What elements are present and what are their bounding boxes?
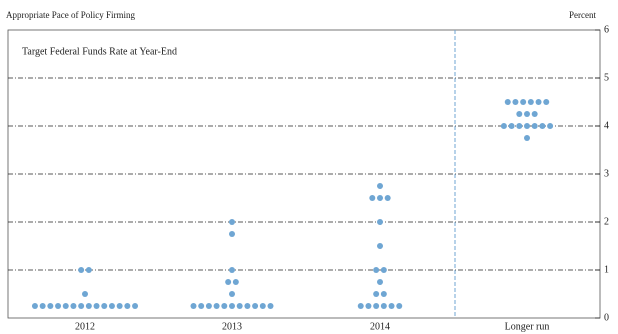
dot bbox=[524, 123, 530, 129]
y-tick-label: 6 bbox=[604, 24, 609, 35]
dot bbox=[55, 303, 62, 309]
x-tick-label: Longer run bbox=[505, 321, 550, 332]
dot bbox=[229, 303, 235, 309]
y-tick-label: 5 bbox=[604, 72, 609, 83]
dot bbox=[543, 99, 550, 105]
dot bbox=[516, 123, 523, 129]
dot bbox=[380, 267, 387, 273]
dot bbox=[198, 303, 205, 309]
dot bbox=[384, 195, 391, 201]
dot bbox=[357, 303, 364, 309]
dot bbox=[78, 303, 85, 309]
dot bbox=[190, 303, 197, 309]
dot bbox=[47, 303, 54, 309]
y-tick-label: 4 bbox=[604, 120, 609, 131]
x-tick-label: 2013 bbox=[222, 321, 242, 332]
dot bbox=[205, 303, 212, 309]
dot bbox=[535, 99, 542, 105]
x-tick-label: 2012 bbox=[75, 321, 95, 332]
dot bbox=[508, 123, 515, 129]
dot bbox=[267, 303, 274, 309]
dot bbox=[524, 111, 530, 117]
dot bbox=[229, 267, 235, 273]
dot bbox=[229, 219, 235, 225]
y-axis-label: Percent bbox=[569, 10, 596, 20]
y-tick-label: 1 bbox=[604, 264, 609, 275]
dot bbox=[373, 303, 380, 309]
x-tick-label: 2014 bbox=[370, 321, 390, 332]
dot bbox=[132, 303, 139, 309]
dot bbox=[39, 303, 46, 309]
y-tick-label: 3 bbox=[604, 168, 609, 179]
dot bbox=[380, 303, 387, 309]
dot bbox=[85, 267, 92, 273]
dot bbox=[124, 303, 131, 309]
dot bbox=[531, 111, 538, 117]
dot bbox=[259, 303, 266, 309]
dot bbox=[547, 123, 554, 129]
dot bbox=[236, 303, 243, 309]
dot bbox=[377, 183, 383, 189]
chart-subtitle: Target Federal Funds Rate at Year-End bbox=[22, 46, 177, 57]
dot bbox=[70, 303, 77, 309]
dot bbox=[244, 303, 251, 309]
dot bbox=[380, 291, 387, 297]
dot bbox=[229, 231, 235, 237]
dot bbox=[31, 303, 38, 309]
dot bbox=[232, 279, 239, 285]
dot bbox=[396, 303, 403, 309]
dot bbox=[225, 279, 232, 285]
dot bbox=[252, 303, 259, 309]
dot bbox=[108, 303, 115, 309]
dot bbox=[516, 111, 523, 117]
dot bbox=[229, 291, 235, 297]
dot bbox=[500, 123, 507, 129]
dot bbox=[377, 243, 383, 249]
y-tick-label: 2 bbox=[604, 216, 609, 227]
dot bbox=[93, 303, 100, 309]
dot bbox=[85, 303, 92, 309]
dot bbox=[369, 195, 376, 201]
dot bbox=[221, 303, 228, 309]
dot bbox=[116, 303, 123, 309]
dot bbox=[531, 123, 538, 129]
dot bbox=[504, 99, 511, 105]
dot bbox=[365, 303, 372, 309]
dot bbox=[520, 99, 527, 105]
y-tick-label: 0 bbox=[604, 312, 609, 323]
dot bbox=[524, 135, 530, 141]
dot bbox=[62, 303, 69, 309]
dot bbox=[388, 303, 395, 309]
dot bbox=[373, 291, 380, 297]
dot bbox=[82, 291, 88, 297]
dot bbox=[527, 99, 534, 105]
dot bbox=[373, 267, 380, 273]
dot bbox=[539, 123, 546, 129]
dot bbox=[512, 99, 519, 105]
dot bbox=[101, 303, 108, 309]
dot bbox=[377, 219, 383, 225]
dot bbox=[377, 195, 383, 201]
chart-title: Appropriate Pace of Policy Firming bbox=[6, 10, 135, 20]
dot bbox=[78, 267, 85, 273]
dot bbox=[377, 279, 383, 285]
dot bbox=[213, 303, 220, 309]
